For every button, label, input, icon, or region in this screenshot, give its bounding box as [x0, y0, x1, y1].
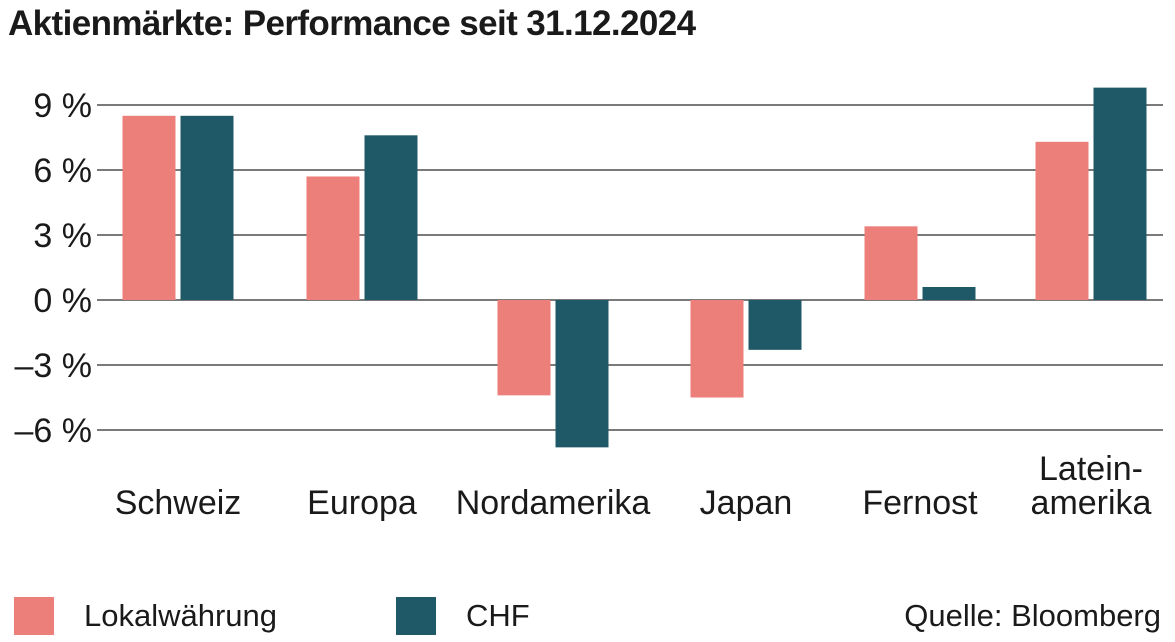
legend-swatch-local: [14, 597, 54, 635]
bar-local: [122, 115, 176, 301]
bar-local: [306, 176, 360, 300]
y-tick-label: –3 %: [15, 347, 93, 385]
bar-local: [864, 226, 918, 300]
y-tick-label: 6 %: [33, 152, 92, 190]
x-category-label: Europa: [307, 484, 417, 522]
legend-label-local: Lokalwährung: [84, 598, 278, 633]
legend-item-local: Lokalwährung: [14, 597, 277, 635]
y-tick-label: –6 %: [15, 412, 93, 450]
legend-label-chf: CHF: [466, 598, 530, 633]
x-axis-categories: Schweiz Europa Nordamerika Japan Fernost Late…: [115, 450, 1152, 522]
bar-chf: [748, 300, 802, 350]
y-tick-label: 9 %: [33, 87, 92, 125]
x-category-label: Japan: [700, 484, 793, 522]
x-category-label: Schweiz: [115, 484, 242, 522]
bar-chf: [922, 286, 976, 300]
chart-title: Aktienmärkte: Performance seit 31.12.202…: [8, 4, 696, 43]
bar-local: [497, 300, 551, 396]
x-category-label: Nordamerika: [456, 484, 651, 522]
legend-item-chf: CHF: [396, 597, 530, 635]
x-category-label: Latein-amerika: [1031, 450, 1152, 522]
bar-chf: [555, 300, 609, 448]
bar-chart: 9 % 6 % 3 % 0 % –3 % –6 % Schweiz Europa Nordam…: [15, 87, 1163, 522]
source-note: Quelle: Bloomberg: [904, 598, 1161, 633]
bar-local: [1035, 141, 1089, 300]
bar-local: [690, 300, 744, 398]
y-tick-label: 3 %: [33, 217, 92, 255]
legend-swatch-chf: [396, 597, 436, 635]
bars: [122, 87, 1147, 448]
bar-chf: [180, 115, 234, 301]
x-category-label: Fernost: [862, 484, 978, 522]
bar-chf: [1093, 87, 1147, 300]
y-tick-label: 0 %: [33, 282, 92, 320]
grid-lines: [97, 104, 1163, 431]
y-axis-ticks: 9 % 6 % 3 % 0 % –3 % –6 %: [15, 87, 93, 450]
bar-chf: [364, 135, 418, 300]
